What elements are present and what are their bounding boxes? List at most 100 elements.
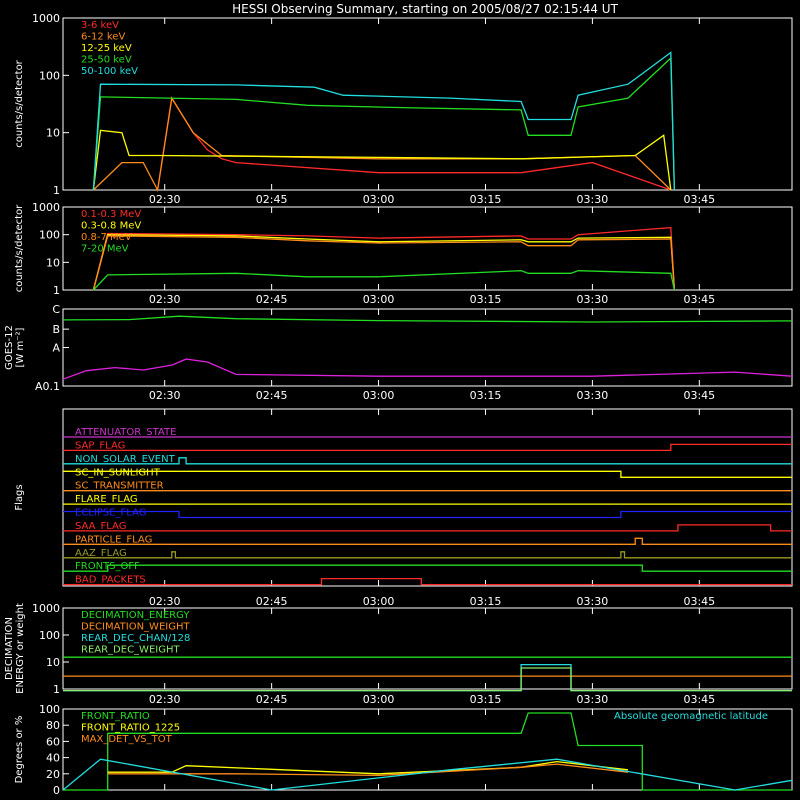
flag-label-sc-in-sunlight: SC_IN_SUNLIGHT [75,467,161,478]
flag-label-aaz-flag: AAZ_FLAG [75,548,127,559]
series-line-rear-dec-weight [63,667,792,692]
legend-entry-0-1-0-3-mev: 0.1-0.3 MeV [81,209,141,220]
panel-decimation: 02:30 02:45 03:00 03:15 03:30 03:45 1 10 100 1000… [4,602,793,706]
series-line-25-50-kev [92,56,676,191]
flag-trace-bad-packets [63,577,792,586]
flag-label-bad-packets: BAD_PACKETS [75,575,146,586]
x-tick-label: 03:15 [470,595,502,608]
series-line-absolute-geomagnetic-latitude [62,758,793,791]
legend-entry-front-ratio: FRONT_RATIO [81,711,150,722]
x-tick-label: 03:30 [577,193,609,206]
y-tick-label: 10 [46,256,60,269]
x-tick-label: 02:30 [149,193,181,206]
x-tick-label: 03:00 [363,693,395,706]
y-axis-label: GOES-12 [4,325,15,370]
y-tick-label: 1000 [32,12,60,25]
y-tick-label: 100 [39,703,60,716]
legend-entry-0-3-0-8-mev: 0.3-0.8 MeV [81,221,141,232]
legend-entry-front-ratio-1225: FRONT_RATIO_1225 [81,723,180,734]
y-tick-label: C [52,303,60,316]
panel-lightcurves-high: 02:30 02:45 03:00 03:15 03:30 03:45 1 10 100 1000… [14,201,793,306]
x-tick-label: 03:30 [577,595,609,608]
y-tick-label: 1 [53,184,60,197]
x-tick-label: 02:45 [256,293,288,306]
x-tick-label: 03:45 [683,389,715,402]
panel-frame [62,607,793,690]
flag-trace-fronts-off [63,564,792,572]
legend-entry-0-8-7-mev: 0.8-7 MeV [81,232,132,243]
flag-label-flare-flag: FLARE_FLAG [75,494,138,505]
legend-entry-rear-dec-weight: REAR_DEC_WEIGHT [81,645,180,656]
series-line-7-20-mev [92,270,676,291]
x-tick-label: 03:45 [683,693,715,706]
x-tick-label: 02:45 [256,193,288,206]
x-tick-label: 03:15 [470,293,502,306]
y-tick-label: A0.1 [35,380,60,393]
x-tick-label: 03:30 [577,389,609,402]
flag-label-sap-flag: SAP_FLAG [75,440,125,451]
panel-ratios: 0 20 40 60 80 100 Degrees or % FRONT_RATIOFRONT… [14,703,793,797]
flag-trace-non-solar-event [63,457,792,465]
x-tick-label: 03:30 [577,693,609,706]
y-tick-label: 100 [39,229,60,242]
x-tick-label: 03:45 [683,595,715,608]
legend-entry-3-6-kev: 3-6 keV [81,20,119,31]
y-tick-label: 10 [46,656,60,669]
x-tick-label: 03:00 [363,389,395,402]
y-tick-label: 1 [53,683,60,696]
flag-trace-particle-flag [63,537,792,545]
x-tick-label: 02:30 [149,389,181,402]
y-axis-label: Flags [14,484,25,510]
series-line-trace-1 [62,358,793,380]
x-tick-label: 02:45 [256,595,288,608]
panel-flags: 02:30 02:45 03:00 03:15 03:30 03:45 Flags ATTEN… [14,408,793,608]
x-tick-label: 02:45 [256,389,288,402]
panel-goes: 02:30 02:45 03:00 03:15 03:30 03:45 A0.1 ABC GOE… [4,303,793,402]
y-axis-label-2: [W m⁻²] [15,327,26,367]
legend-entry-50-100-kev: 50-100 keV [81,66,138,77]
y-tick-label: A [52,342,60,355]
series-line-0-1-0-3-mev [92,226,676,291]
series-line-max-det-vs-tot [107,763,629,777]
flag-label-saa-flag: SAA_FLAG [75,521,126,532]
y-tick-label: 100 [39,629,60,642]
flag-label-particle-flag: PARTICLE_FLAG [75,534,152,545]
series-line-front-ratio [63,712,792,791]
y-axis-label-2: ENERGY or weight [15,603,26,694]
panel-frame [62,17,793,191]
x-tick-label: 03:45 [683,293,715,306]
legend-entry-decimation-weight: DECIMATION_WEIGHT [81,622,190,633]
x-tick-label: 02:30 [149,595,181,608]
legend-entry-decimation-energy: DECIMATION_ENERGY [81,610,190,621]
flag-label-attenuator-state: ATTENUATOR_STATE [75,427,176,438]
y-tick-label: 1000 [32,201,60,214]
flag-label-eclipse-flag: ECLIPSE_FLAG [75,508,146,519]
legend-entry-6-12-kev: 6-12 keV [81,32,125,43]
series-line-trace-0 [62,315,793,323]
y-tick-label: 1 [53,284,60,297]
legend-entry-max-det-vs-tot: MAX_DET_VS_TOT [81,734,173,745]
flag-trace-aaz-flag [63,551,792,559]
x-tick-label: 03:30 [577,293,609,306]
y-tick-label: B [52,323,60,336]
y-axis-label: DECIMATION [4,617,15,680]
flag-label-sc-transmitter: SC_TRANSMITTER [75,481,164,492]
flag-trace-sc-in-sunlight [63,470,792,478]
x-tick-label: 03:00 [363,193,395,206]
y-tick-label: 100 [39,69,60,82]
x-tick-label: 03:15 [470,193,502,206]
y-tick-label: 0 [53,784,60,797]
legend-entry-25-50-kev: 25-50 keV [81,55,132,66]
x-tick-label: 03:15 [470,389,502,402]
flag-trace-saa-flag [63,524,792,532]
panel-frame [62,408,793,587]
flag-trace-sap-flag [63,443,792,452]
x-tick-label: 02:45 [256,693,288,706]
legend-entry-7-20-mev: 7-20 MeV [81,244,129,255]
panel-lightcurves-low: 02:30 02:45 03:00 03:15 03:30 03:45 1 10 100 1000… [14,12,793,206]
y-axis-label: Degrees or % [14,716,25,784]
y-tick-label: 80 [46,719,60,732]
panel-frame [62,206,793,291]
